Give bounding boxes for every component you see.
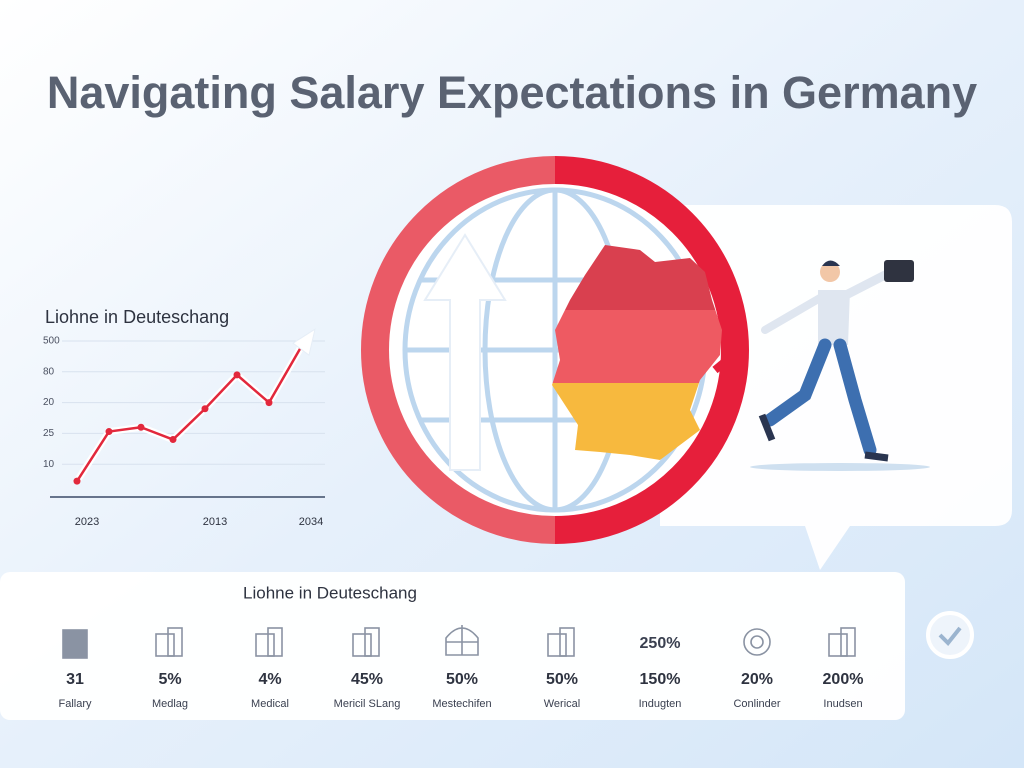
y-tick-label: 20 xyxy=(43,397,55,408)
icon-part xyxy=(167,627,183,657)
line-chart: 500 80 20 25 10 2023 2013 2034 xyxy=(43,328,325,528)
chart-title: Liohne in Deuteschang xyxy=(45,307,229,327)
point xyxy=(105,428,113,436)
line xyxy=(75,346,303,482)
speech-bubble xyxy=(660,205,1012,570)
icon-part xyxy=(267,627,283,657)
point xyxy=(265,399,273,407)
icon-part xyxy=(840,627,856,657)
icon-part xyxy=(255,633,275,657)
stat-label: Conlinder xyxy=(733,698,780,710)
stat-label: Inudsen xyxy=(823,698,862,710)
stat-icon xyxy=(743,628,771,656)
y-tick-label: 80 xyxy=(43,366,55,377)
y-tick-label: 500 xyxy=(43,336,60,347)
point xyxy=(73,477,81,485)
icon-part xyxy=(743,628,771,656)
x-tick-label: 2034 xyxy=(299,516,323,528)
stat-label: Medlag xyxy=(152,698,188,710)
stat-label: Medical xyxy=(251,698,289,710)
icon-part xyxy=(828,633,848,657)
stat-icon xyxy=(155,627,183,657)
stat-icon xyxy=(62,629,88,659)
badge: 250% xyxy=(640,635,681,652)
point xyxy=(137,423,145,431)
icon-part xyxy=(62,629,88,659)
stat-icon xyxy=(352,627,380,657)
icon-part xyxy=(559,627,575,657)
panel-title: Liohne in Deuteschang xyxy=(243,583,417,602)
icon-part xyxy=(547,633,567,657)
stat-label: Indugten xyxy=(639,698,682,710)
stat-value: 4% xyxy=(258,671,281,688)
point xyxy=(201,405,209,413)
icon-part xyxy=(445,625,479,656)
stat-icon xyxy=(255,627,283,657)
icon-part xyxy=(155,633,175,657)
point xyxy=(169,436,177,444)
point xyxy=(233,371,241,379)
stats-row: 250% 31 Fallary 5% Medlag 4% Medical 45% Mericil… xyxy=(58,625,863,710)
illustration xyxy=(361,156,1012,659)
ring-left xyxy=(361,156,556,544)
stat-value: 45% xyxy=(351,671,383,688)
stat-label: Mestechifen xyxy=(432,698,491,710)
stat-value: 20% xyxy=(741,671,773,688)
stat-label: Mericil SLang xyxy=(334,698,401,710)
check-badge xyxy=(926,611,974,659)
stat-value: 50% xyxy=(446,671,478,688)
runner xyxy=(750,260,930,471)
stat-label: Werical xyxy=(544,698,580,710)
arrow-head xyxy=(292,328,316,357)
stats-panel xyxy=(0,572,905,720)
stat-label: Fallary xyxy=(58,698,92,710)
page-title: Navigating Salary Expectations in German… xyxy=(47,67,977,118)
icon-part xyxy=(364,627,380,657)
x-tick-label: 2013 xyxy=(203,516,227,528)
stat-value: 200% xyxy=(823,671,864,688)
x-tick-label: 2023 xyxy=(75,516,99,528)
y-tick-label: 25 xyxy=(43,428,55,439)
stat-icon xyxy=(828,627,856,657)
ring-tail xyxy=(712,341,748,374)
stat-value: 5% xyxy=(158,671,181,688)
y-tick-label: 10 xyxy=(43,459,55,470)
icon-part xyxy=(352,633,372,657)
stat-value: 50% xyxy=(546,671,578,688)
stat-value: 31 xyxy=(66,671,84,688)
stat-icon xyxy=(547,627,575,657)
check-mark xyxy=(938,626,962,646)
stat-value: 150% xyxy=(640,671,681,688)
up-arrow xyxy=(423,233,507,471)
icon-part xyxy=(750,635,764,649)
stat-icon xyxy=(445,625,479,656)
